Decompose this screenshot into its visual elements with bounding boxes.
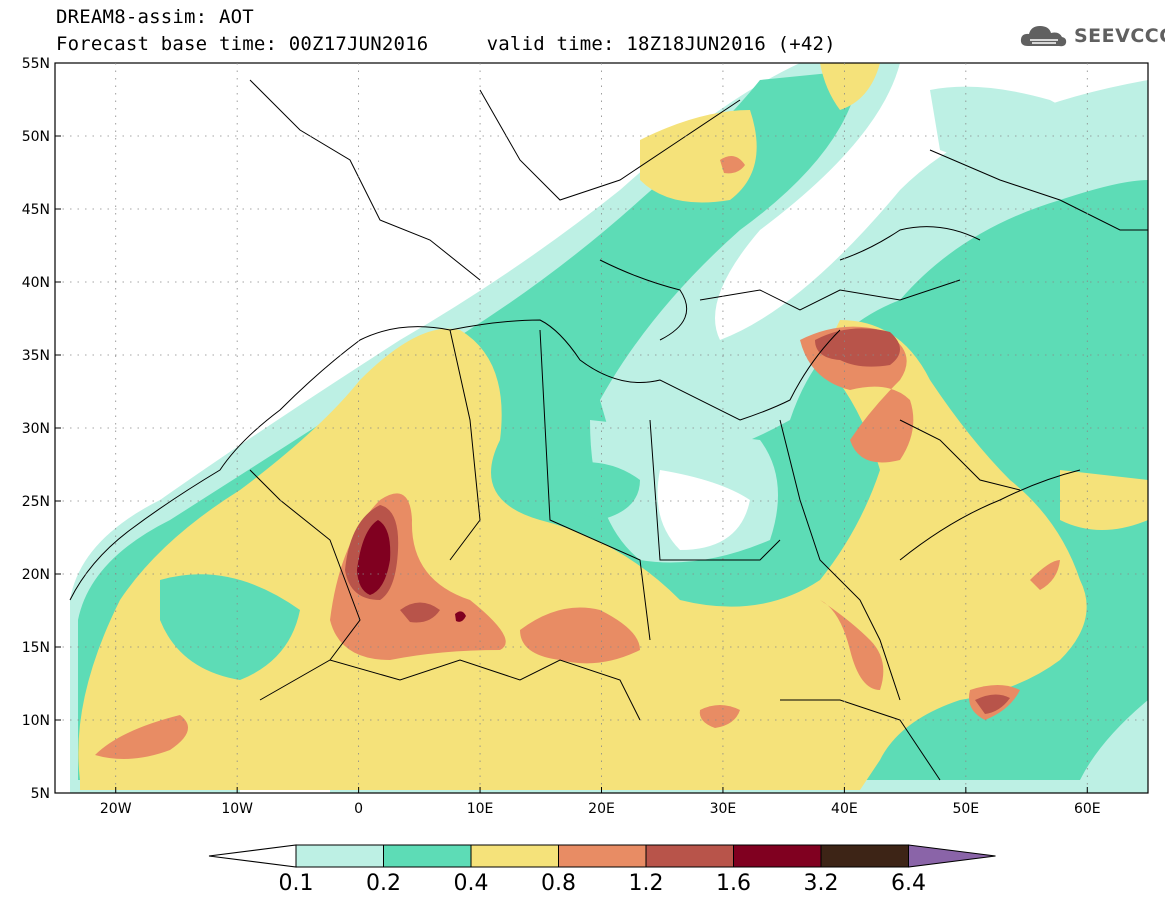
lon-tick-label: 50E — [952, 801, 979, 817]
colorbar-box — [295, 844, 384, 868]
lon-tick-label: 10W — [221, 801, 253, 817]
axis-ticks: 55N 50N 45N 40N 35N 30N 25N 20N 15N 10N 5N 20W 10W 0 1… — [22, 56, 1101, 817]
graticule — [55, 63, 1148, 793]
colorbar-box — [820, 844, 909, 868]
time-info: Forecast base time: 00Z17JUN2016 valid t… — [56, 33, 836, 55]
map-title: DREAM8-assim: AOT — [56, 6, 254, 28]
colorbar-box — [383, 844, 472, 868]
colorbar-label: 0.8 — [541, 871, 576, 896]
lon-tick-label: 30E — [710, 801, 737, 817]
lat-tick-label: 35N — [22, 348, 50, 364]
lon-tick-label: 60E — [1074, 801, 1101, 817]
lat-tick-label: 55N — [22, 56, 50, 72]
borders — [69, 79, 1148, 781]
lon-tick-label: 20W — [100, 801, 132, 817]
valid-time: valid time: 18Z18JUN2016 (+42) — [486, 33, 836, 55]
aot-field — [55, 63, 1148, 793]
lat-tick-label: 30N — [22, 421, 50, 437]
colorbar-arrow-high — [908, 844, 996, 868]
colorbar-box — [645, 844, 734, 868]
colorbar-box — [470, 844, 559, 868]
lon-tick-label: 40E — [831, 801, 858, 817]
lon-tick-label: 0 — [354, 801, 363, 817]
colorbar-label: 0.2 — [366, 871, 401, 896]
seevccc-logo: SEEVCCC — [1018, 22, 1165, 50]
aot-band-1.6 — [357, 520, 466, 622]
lat-tick-label: 50N — [22, 129, 50, 145]
lat-tick-label: 15N — [22, 640, 50, 656]
lon-tick-label: 10E — [467, 801, 494, 817]
cloud-icon — [1020, 26, 1067, 47]
lat-tick-label: 10N — [22, 713, 50, 729]
colorbar-box — [733, 844, 822, 868]
base-time: Forecast base time: 00Z17JUN2016 — [56, 33, 429, 55]
colorbar-label: 0.1 — [279, 871, 314, 896]
aot-band-0.4 — [78, 63, 1148, 790]
colorbar-label: 1.2 — [629, 871, 664, 896]
lat-tick-label: 5N — [31, 786, 50, 802]
colorbar-arrow-low — [208, 844, 297, 868]
colorbar-label: 1.6 — [716, 871, 751, 896]
lat-tick-label: 25N — [22, 494, 50, 510]
logo-text: SEEVCCC — [1074, 25, 1165, 47]
colorbar-box — [558, 844, 647, 868]
lon-tick-label: 20E — [588, 801, 615, 817]
colorbar: 0.1 0.2 0.4 0.8 1.2 1.6 3.2 6.4 — [208, 844, 996, 896]
lat-tick-label: 45N — [22, 202, 50, 218]
lat-tick-label: 20N — [22, 567, 50, 583]
colorbar-label: 0.4 — [454, 871, 489, 896]
lat-tick-label: 40N — [22, 275, 50, 291]
colorbar-label: 3.2 — [804, 871, 839, 896]
colorbar-label: 6.4 — [891, 871, 926, 896]
